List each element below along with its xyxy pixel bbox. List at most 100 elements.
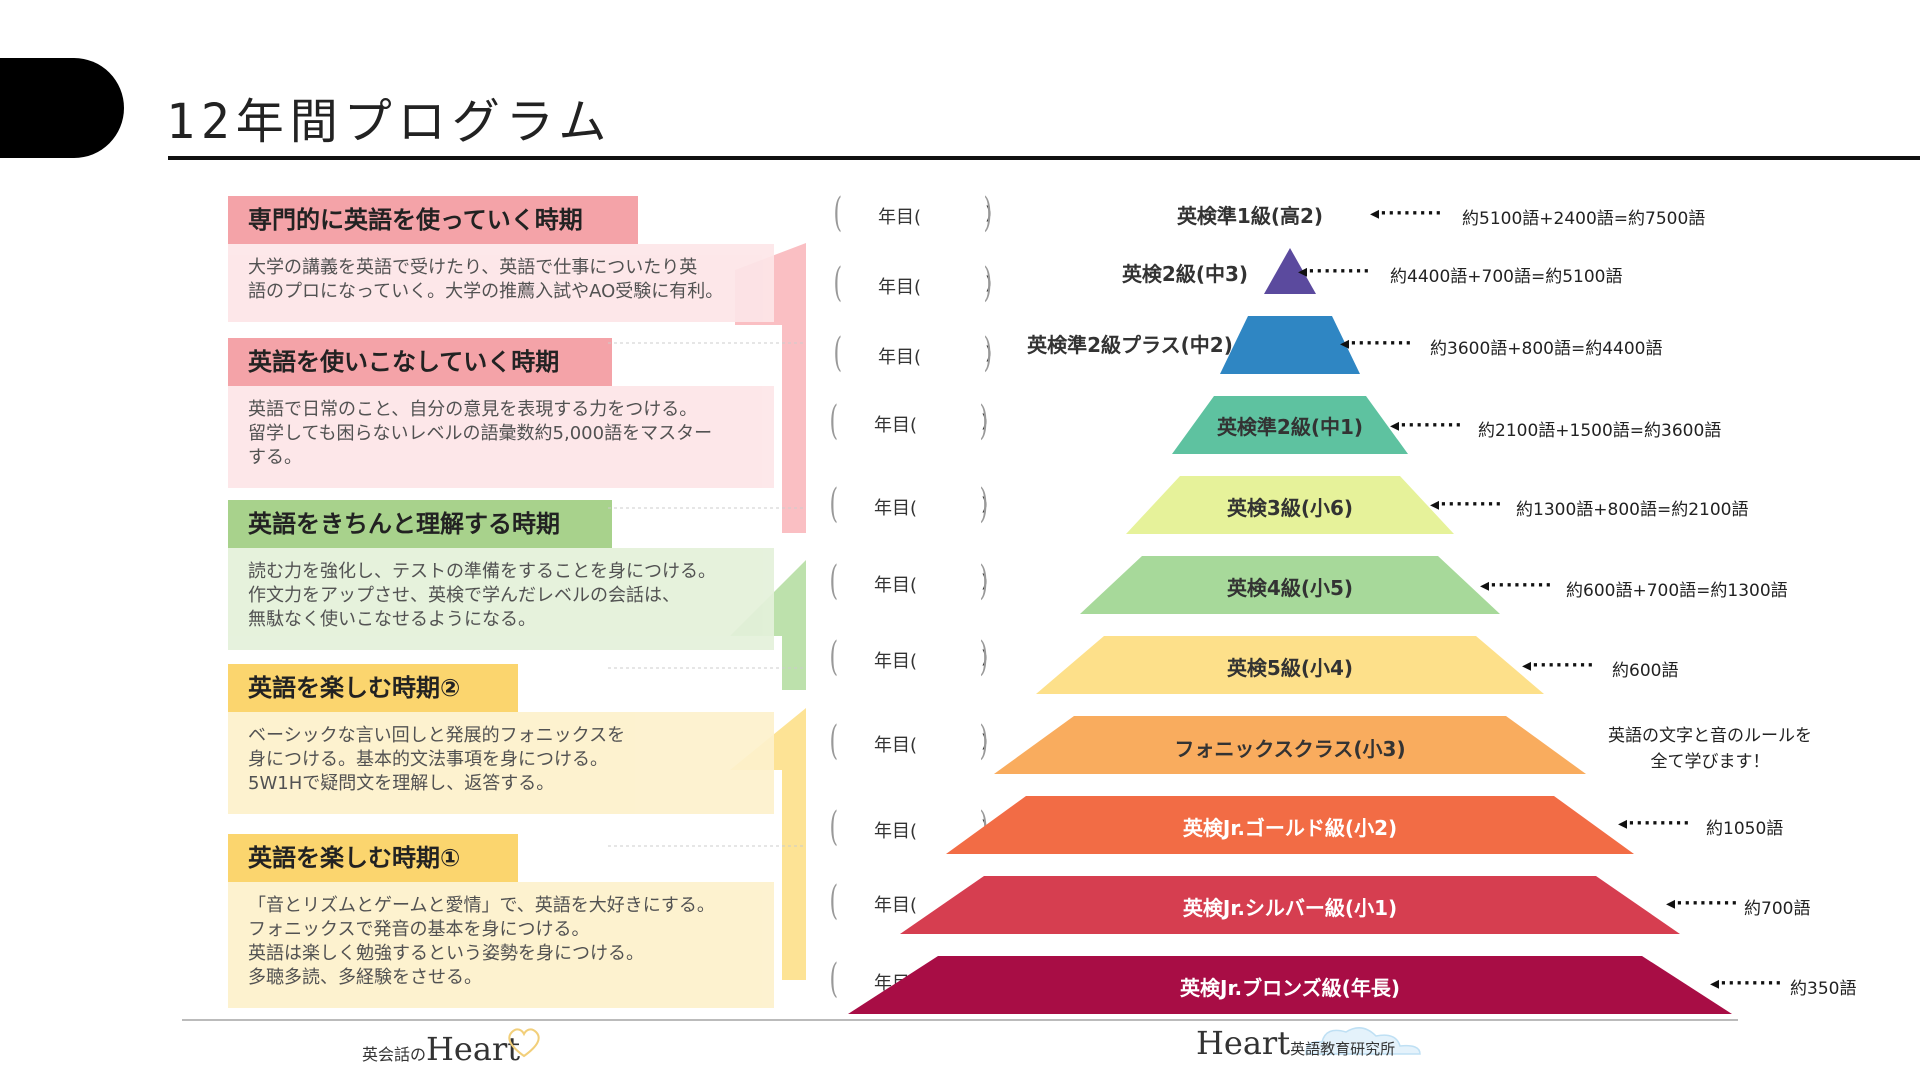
year-close: ) <box>985 203 993 224</box>
page-title: 12年間プログラム <box>166 94 613 150</box>
vocab-count: 約4400語+700語=約5100語 <box>1390 267 1623 287</box>
year-label: 年目( <box>874 895 918 916</box>
bracket-open-icon: ( <box>829 718 839 764</box>
stage-description-line: 英語で日常のこと、自分の意見を表現する力をつける。 <box>248 399 698 420</box>
pyramid-tier <box>1126 476 1454 534</box>
bracket-close-icon: ) <box>983 330 993 376</box>
stage-description-line: 読む力を強化し、テストの準備をすることを身につける。 <box>248 561 716 582</box>
year-label: 年目( <box>874 498 918 519</box>
pyramid-tier <box>1036 636 1544 694</box>
vocab-count: 約1050語 <box>1706 819 1784 839</box>
bracket-open-icon: ( <box>829 558 839 604</box>
stage-description-line: 5W1Hで疑問文を理解し、返答する。 <box>248 773 555 794</box>
pointer-arrow-icon: ◂········ <box>1710 973 1783 994</box>
stage-heading: 英語を使いこなしていく時期 <box>228 338 612 386</box>
stage-description-line: 大学の講義を英語で受けたり、英語で仕事についたり英 <box>248 257 698 278</box>
year-close: ) <box>981 731 989 752</box>
pyramid-tier <box>1264 248 1316 294</box>
stage-description: 「音とリズムとゲームと愛情」で、英語を大好きにする。 フォニックスで発音の基本を身… <box>228 882 774 1008</box>
bracket-close-icon: ) <box>979 481 989 527</box>
year-close: ) <box>985 343 993 364</box>
bracket-close-icon: ) <box>983 190 993 236</box>
year-input-row: (年目()) <box>830 330 1015 376</box>
level-name: 英検準2級(中1) <box>1216 415 1364 439</box>
pyramid-tier <box>946 796 1634 854</box>
bracket-open-icon: ( <box>829 481 839 527</box>
year-label: 年目( <box>878 207 922 228</box>
level-name: フォニックスクラス(小3) <box>1174 737 1406 761</box>
stage-description: 読む力を強化し、テストの準備をすることを身につける。 作文力をアップさせ、英検で学… <box>228 548 774 650</box>
logo-right-small: 英語教育研究所 <box>1290 1040 1396 1058</box>
year-input-row: (年目()) <box>826 558 1011 604</box>
vocab-count: 約700語 <box>1744 899 1811 919</box>
year-input-row: (年目()) <box>826 634 1011 680</box>
year-input-row: (年目()) <box>830 190 1015 236</box>
stage-heading: 専門的に英語を使っていく時期 <box>228 196 638 244</box>
level-name: 英検5級(小4) <box>1226 656 1354 680</box>
pointer-arrow-icon: ◂········ <box>1522 655 1595 676</box>
stage-description-line: 語のプロになっていく。大学の推薦入試やAO受験に有利。 <box>248 281 724 302</box>
heart-institute-logo: Heart英語教育研究所 <box>1196 1024 1421 1062</box>
bracket-close-icon: ) <box>979 634 989 680</box>
year-close: ) <box>981 571 989 592</box>
vocab-count: 約600語 <box>1612 661 1679 681</box>
year-input-row: (年目()) <box>826 718 1011 764</box>
phonics-note-line-2: 全て学びます！ <box>1650 752 1770 772</box>
pyramid-tier <box>1080 556 1500 614</box>
year-close: ) <box>981 494 989 515</box>
arrow-yellow <box>730 708 806 980</box>
year-label: 年目( <box>874 651 918 672</box>
level-name: 英検Jr.ゴールド級(小2) <box>1182 816 1398 840</box>
year-input-row: (年目()) <box>826 398 1011 444</box>
year-label: 年目( <box>878 277 922 298</box>
pointer-arrow-icon: ◂········ <box>1618 813 1691 834</box>
heart-outline-icon <box>508 1028 540 1058</box>
year-close: ) <box>985 273 993 294</box>
logo-right-big: Heart <box>1196 1024 1291 1062</box>
stage-description-line: 身につける。基本的文法事項を身につける。 <box>248 749 608 770</box>
bracket-close-icon: ) <box>979 718 989 764</box>
year-label: 年目( <box>874 735 918 756</box>
title-divider <box>168 156 1920 160</box>
bracket-open-icon: ( <box>829 804 839 850</box>
pyramid-tier <box>1220 316 1360 374</box>
phonics-note: 英語の文字と音のルールを 全て学びます！ <box>1590 723 1830 775</box>
level-name: 英検準1級(高2) <box>1176 204 1324 228</box>
year-label: 年目( <box>874 575 918 596</box>
bracket-open-icon: ( <box>829 956 839 1002</box>
stage-description: 英語で日常のこと、自分の意見を表現する力をつける。 留学しても困らないレベルの語彙… <box>228 386 774 488</box>
year-label: 年目( <box>878 347 922 368</box>
pointer-arrow-icon: ◂········ <box>1298 261 1371 282</box>
vocab-count: 約3600語+800語=約4400語 <box>1430 339 1663 359</box>
bracket-open-icon: ( <box>829 398 839 444</box>
stage-description-line: 作文力をアップさせ、英検で学んだレベルの会話は、 <box>248 585 680 606</box>
stage-heading: 英語を楽しむ時期① <box>228 834 518 882</box>
cloud-icon <box>1305 1027 1421 1055</box>
pointer-arrow-icon: ◂········ <box>1480 575 1553 596</box>
level-name: 英検4級(小5) <box>1226 576 1354 600</box>
level-name: 英検Jr.シルバー級(小1) <box>1182 896 1398 920</box>
level-name: 英検3級(小6) <box>1226 496 1354 520</box>
pointer-arrow-icon: ◂········ <box>1390 415 1463 436</box>
stage-description-line: フォニックスで発音の基本を身につける。 <box>248 919 590 940</box>
vocab-count: 約600語+700語=約1300語 <box>1566 581 1788 601</box>
footer-divider <box>182 1019 1738 1021</box>
vocab-count: 約2100語+1500語=約3600語 <box>1478 421 1722 441</box>
bracket-open-icon: ( <box>833 190 843 236</box>
logo-left-small: 英会話の <box>362 1045 427 1064</box>
stage-description-line: 「音とリズムとゲームと愛情」で、英語を大好きにする。 <box>248 895 715 916</box>
level-name: 英検Jr.ブロンズ級(年長) <box>1180 976 1400 1000</box>
stage-description: ベーシックな言い回しと発展的フォニックスを 身につける。基本的文法事項を身につける… <box>228 712 774 814</box>
bracket-open-icon: ( <box>829 634 839 680</box>
pointer-arrow-icon: ◂········ <box>1370 203 1443 224</box>
stage-description-line: ベーシックな言い回しと発展的フォニックスを <box>248 725 626 746</box>
stage-heading: 英語を楽しむ時期② <box>228 664 518 712</box>
pointer-arrow-icon: ◂········ <box>1430 494 1503 515</box>
pointer-arrow-icon: ◂········ <box>1340 333 1413 354</box>
pyramid-tier <box>900 876 1680 934</box>
stage-description-line: 英語は楽しく勉強するという姿勢を身につける。 <box>248 943 644 964</box>
vocab-count: 約1300語+800語=約2100語 <box>1516 500 1749 520</box>
level-name: 英検2級(中3) <box>1121 262 1249 286</box>
